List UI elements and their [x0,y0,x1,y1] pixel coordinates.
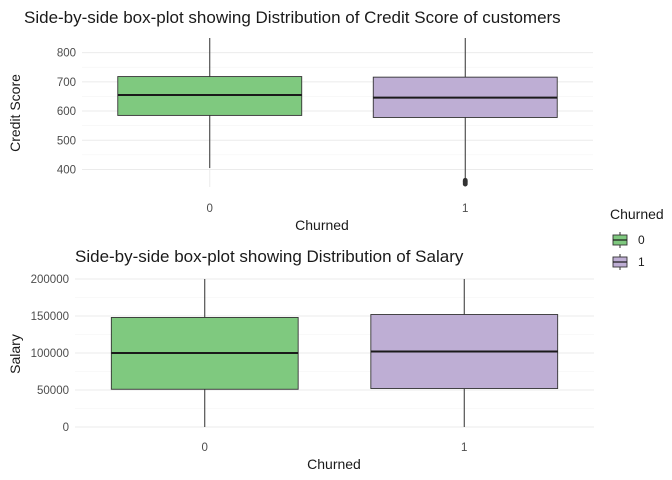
y-tick-label: 400 [57,164,76,176]
salary-y-axis-title: Salary [7,334,23,374]
credit-score-x-axis-title: Churned [295,217,349,233]
legend: Churned 01 [610,206,664,270]
x-tick-label: 0 [202,442,208,454]
y-tick-label: 0 [63,422,69,434]
box [117,76,303,116]
box-group-0 [110,279,299,427]
x-tick-label: 0 [207,203,213,215]
credit-score-chart-title: Side-by-side box-plot showing Distributi… [24,8,561,27]
box-group-1 [372,38,558,187]
credit-score-y-axis-title: Credit Score [7,74,23,152]
y-tick-label: 600 [57,106,76,118]
x-tick-label: 1 [461,442,467,454]
salary-ticks: 0 50000 100000 150000 200000 0 1 [31,274,468,454]
y-tick-label: 700 [57,77,76,89]
y-tick-label: 100000 [31,348,69,360]
box-group-0 [117,38,303,169]
credit-score-marks [117,38,558,187]
credit-score-panel: Side-by-side box-plot showing Distributi… [7,8,593,233]
box-group-1 [370,279,559,427]
y-tick-label: 200000 [31,274,69,286]
y-tick-label: 50000 [37,385,69,397]
y-tick-label: 150000 [31,311,69,323]
legend-label: 0 [638,233,645,247]
x-tick-label: 1 [462,203,468,215]
legend-entry-1: 1 [612,254,645,270]
y-tick-label: 800 [57,48,76,60]
legend-label: 1 [638,255,645,269]
legend-title: Churned [610,206,664,222]
salary-x-axis-title: Churned [307,456,361,472]
salary-marks [110,279,559,427]
salary-chart-title: Side-by-side box-plot showing Distributi… [75,247,464,266]
salary-panel: Side-by-side box-plot showing Distributi… [7,247,594,472]
outlier-point [462,181,468,187]
y-tick-label: 500 [57,135,76,147]
legend-entries: 01 [612,232,645,270]
legend-entry-0: 0 [612,232,645,248]
credit-score-ticks: 400 500 600 700 800 0 1 [57,48,469,215]
